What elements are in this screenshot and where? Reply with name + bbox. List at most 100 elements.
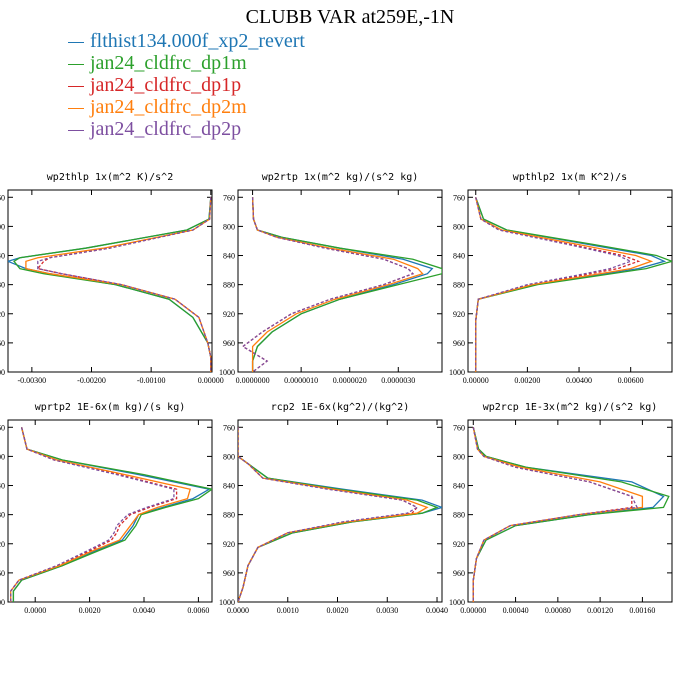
y-tick-label: 800 bbox=[0, 452, 5, 461]
series-line-2 bbox=[13, 197, 212, 372]
series-line-5 bbox=[10, 427, 175, 602]
y-tick-label: 880 bbox=[223, 281, 235, 290]
series-group bbox=[475, 197, 672, 372]
series-line-5 bbox=[37, 197, 212, 372]
legend-swatch bbox=[68, 85, 84, 87]
panel-title: wp2rtp 1x(m^2 kg)/(s^2 kg) bbox=[262, 172, 419, 183]
x-tick-label: 0.00120 bbox=[587, 606, 613, 615]
x-tick-label: 0.0000 bbox=[24, 606, 46, 615]
panel-title: wprtp2 1E-6x(m kg)/(s kg) bbox=[35, 402, 186, 413]
y-tick-label: 1000 bbox=[0, 598, 5, 607]
legend-item-2: jan24_cldfrc_dp1p bbox=[68, 74, 305, 96]
y-tick-label: 800 bbox=[0, 222, 5, 231]
x-tick-label: 0.0030 bbox=[376, 606, 398, 615]
legend-item-3: jan24_cldfrc_dp2m bbox=[68, 96, 305, 118]
x-tick-label: 0.0000010 bbox=[284, 376, 318, 385]
series-line-2 bbox=[12, 427, 212, 602]
x-tick-label: 0.00080 bbox=[545, 606, 571, 615]
x-tick-label: 0.00000 bbox=[463, 376, 489, 385]
y-tick-label: 840 bbox=[223, 252, 235, 261]
panel-title: rcp2 1E-6x(kg^2)/(kg^2) bbox=[271, 402, 409, 413]
plot-frame bbox=[7, 419, 213, 603]
plot-frame bbox=[237, 189, 443, 373]
series-line-5 bbox=[472, 427, 639, 602]
chart-panel-1: wp2thlp 1x(m^2 K)/s^2 -0.00300 -0.00200 -0.… bbox=[0, 172, 224, 385]
series-line-3 bbox=[238, 427, 419, 602]
legend-label: jan24_cldfrc_dp2p bbox=[90, 118, 242, 140]
series-group bbox=[10, 427, 212, 602]
y-tick-label: 760 bbox=[453, 423, 465, 432]
y-tick-label: 880 bbox=[0, 511, 5, 520]
legend-label: jan24_cldfrc_dp1m bbox=[90, 52, 247, 74]
legend-label: flthist134.000f_xp2_revert bbox=[90, 30, 305, 52]
x-tick-label: 0.00400 bbox=[566, 376, 592, 385]
y-tick-label: 960 bbox=[453, 339, 465, 348]
x-tick-label: -0.00300 bbox=[18, 376, 47, 385]
y-tick-label: 840 bbox=[223, 482, 235, 491]
panel-title: wpthlp2 1x(m K^2)/s bbox=[513, 172, 627, 183]
y-tick-label: 760 bbox=[223, 193, 235, 202]
chart-panel-2: wp2rtp 1x(m^2 kg)/(s^2 kg) 0.0000000 0.000… bbox=[219, 172, 443, 385]
y-tick-label: 760 bbox=[0, 193, 5, 202]
y-tick-label: 760 bbox=[223, 423, 235, 432]
x-tick-label: 0.0000000 bbox=[236, 376, 270, 385]
chart-panel-3: wpthlp2 1x(m K^2)/s 0.00000 0.00200 0.00400… bbox=[449, 172, 673, 385]
series-line-3 bbox=[36, 197, 212, 372]
x-tick-label: 0.0020 bbox=[327, 606, 349, 615]
series-line-1 bbox=[472, 427, 665, 602]
series-line-2 bbox=[472, 427, 670, 602]
y-tick-label: 1000 bbox=[219, 598, 235, 607]
x-tick-label: -0.00100 bbox=[137, 376, 166, 385]
y-tick-label: 1000 bbox=[219, 368, 235, 377]
y-tick-label: 800 bbox=[453, 452, 465, 461]
y-tick-label: 920 bbox=[223, 310, 235, 319]
series-line-4 bbox=[475, 197, 654, 372]
panel-title: wp2thlp 1x(m^2 K)/s^2 bbox=[47, 172, 173, 183]
y-tick-label: 800 bbox=[223, 222, 235, 231]
series-line-3 bbox=[472, 427, 633, 602]
legend-swatch bbox=[68, 129, 84, 131]
y-tick-label: 960 bbox=[223, 339, 235, 348]
legend: flthist134.000f_xp2_revert jan24_cldfrc_… bbox=[68, 30, 305, 140]
y-tick-label: 960 bbox=[223, 569, 235, 578]
chart-panel-6: wp2rcp 1E-3x(m^2 kg)/(s^2 kg) 0.00000 0.00… bbox=[449, 402, 673, 615]
series-line-4 bbox=[25, 197, 212, 372]
x-tick-label: 0.00000 bbox=[460, 606, 486, 615]
legend-label: jan24_cldfrc_dp2m bbox=[90, 96, 247, 118]
y-tick-label: 920 bbox=[223, 540, 235, 549]
x-tick-label: 0.00040 bbox=[503, 606, 529, 615]
series-line-1 bbox=[251, 197, 434, 372]
y-tick-label: 960 bbox=[453, 569, 465, 578]
y-tick-label: 880 bbox=[453, 511, 465, 520]
y-tick-label: 920 bbox=[0, 310, 5, 319]
y-tick-label: 1000 bbox=[449, 598, 465, 607]
x-tick-label: -0.00200 bbox=[77, 376, 106, 385]
y-tick-label: 760 bbox=[453, 193, 465, 202]
y-tick-label: 840 bbox=[453, 482, 465, 491]
y-tick-label: 760 bbox=[0, 423, 5, 432]
x-tick-label: 0.0000020 bbox=[333, 376, 367, 385]
x-tick-label: 0.0020 bbox=[79, 606, 101, 615]
series-line-2 bbox=[251, 197, 442, 372]
series-group bbox=[472, 427, 670, 602]
plot-frame bbox=[7, 189, 213, 373]
legend-item-1: jan24_cldfrc_dp1m bbox=[68, 52, 305, 74]
x-tick-label: 0.00160 bbox=[629, 606, 655, 615]
x-tick-label: 0.0000030 bbox=[381, 376, 415, 385]
x-tick-label: 0.00000 bbox=[198, 376, 224, 385]
y-tick-label: 880 bbox=[453, 281, 465, 290]
legend-swatch bbox=[68, 41, 84, 43]
x-tick-label: 0.0040 bbox=[133, 606, 155, 615]
figure-title: CLUBB VAR at259E,-1N bbox=[245, 6, 455, 28]
x-tick-label: 0.00600 bbox=[618, 376, 644, 385]
series-line-1 bbox=[8, 197, 212, 372]
series-line-1 bbox=[475, 197, 667, 372]
chart-panel-4: wprtp2 1E-6x(m kg)/(s kg) 0.0000 0.0020 0.0… bbox=[0, 402, 213, 615]
y-tick-label: 920 bbox=[453, 310, 465, 319]
y-tick-label: 960 bbox=[0, 569, 5, 578]
y-tick-label: 1000 bbox=[0, 368, 5, 377]
series-line-4 bbox=[10, 427, 192, 602]
plot-frame bbox=[467, 419, 673, 603]
y-tick-label: 880 bbox=[223, 511, 235, 520]
